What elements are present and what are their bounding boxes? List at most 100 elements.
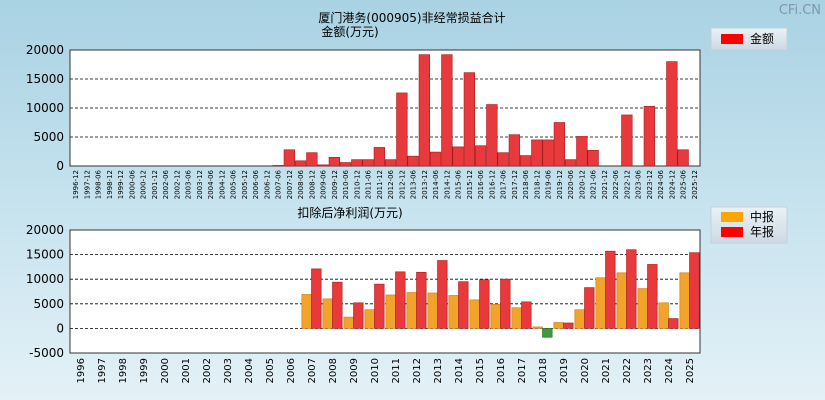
chart-1-bar <box>474 145 487 167</box>
chart-1-x-tick-label: 2020-12 <box>578 170 586 199</box>
chart-1-x-tick-label: 2017-06 <box>500 169 508 199</box>
chart-1-x-tick-label: 2006-12 <box>263 170 271 199</box>
chart-2-bar-annual <box>626 249 637 329</box>
chart-1-legend-box <box>710 27 788 51</box>
chart-2-bar-annual <box>521 301 532 329</box>
chart-2-x-tick-label: 2014 <box>454 358 465 383</box>
chart-2-bar-interim <box>469 299 480 329</box>
chart-1-x-tick-label: 2018-06 <box>522 169 530 199</box>
chart-2-bar-annual <box>395 271 406 329</box>
chart-2-x-tick-label: 2005 <box>265 358 276 383</box>
chart-1-x-tick-label: 2017-12 <box>511 170 519 199</box>
chart-1-y-tick-label: 15000 <box>26 72 64 86</box>
chart-1-y-tick-label: 5000 <box>33 130 64 144</box>
chart-1-x-tick-label: 2013-12 <box>421 170 429 199</box>
chart-1-bar <box>564 159 577 167</box>
chart-2-bar-interim <box>574 309 585 329</box>
chart-2-x-tick-label: 1999 <box>139 358 150 383</box>
chart-1-x-tick-label: 2007-12 <box>286 170 294 199</box>
chart-2-x-tick-label: 2019 <box>559 358 570 383</box>
chart-1-y-axis: 0 5000 10000 15000 20000 <box>26 43 64 173</box>
chart-1-bar <box>418 54 431 167</box>
chart-2-bar-annual <box>353 302 364 329</box>
chart-2-x-tick-label: 2025 <box>685 358 696 383</box>
chart-2-x-tick-label: 1998 <box>118 358 129 383</box>
chart-2-bar-interim <box>595 277 606 329</box>
chart-2-bar-interim <box>301 294 312 329</box>
chart-2-bars <box>301 249 700 338</box>
chart-1-x-tick-label: 2015-06 <box>455 169 463 199</box>
chart-1-bar <box>362 159 374 167</box>
chart-1-x-tick-label: 2010-12 <box>353 170 361 199</box>
chart-1-bar <box>272 165 284 167</box>
chart-2-x-tick-label: 2015 <box>475 358 486 383</box>
chart-1-x-tick-label: 2011-12 <box>376 170 384 199</box>
chart-1-x-tick-label: 2023-06 <box>635 169 643 199</box>
chart-2-bar-annual <box>311 268 322 329</box>
chart-1-x-tick-label: 2024-12 <box>668 170 676 199</box>
chart-1-x-tick-label: 2020-06 <box>567 169 575 199</box>
chart-1-x-tick-label: 2025-06 <box>680 169 688 199</box>
chart-1-x-tick-label: 2016-06 <box>477 169 485 199</box>
chart-1-x-tick-label: 2007-06 <box>275 169 283 199</box>
chart-1-y-tick-label: 10000 <box>26 101 64 115</box>
chart-1-x-tick-label: 2009-12 <box>331 170 339 199</box>
chart-1-x-tick-label: 2002-06 <box>162 169 170 199</box>
chart-2-gridlines <box>70 254 700 329</box>
chart-1-x-tick-label: 2019-06 <box>545 169 553 199</box>
chart-1-bar <box>542 139 554 167</box>
chart-1-x-tick-label: 2021-06 <box>590 169 598 199</box>
chart-2-bar-interim <box>511 307 522 329</box>
chart-1-x-tick-label: 2022-12 <box>623 170 631 199</box>
chart-1-bar <box>621 114 633 167</box>
chart-2-x-axis: 1996 1997 1998 1999 2000 2001 2002 2003 2004 2005… <box>76 358 696 383</box>
chart-1-x-tick-label: 2018-12 <box>533 170 541 199</box>
chart-2-x-tick-label: 2003 <box>223 358 234 383</box>
chart-1-bar <box>531 139 543 167</box>
chart-1-x-tick-label: 2004-12 <box>218 170 226 199</box>
watermark: CFi.CN <box>779 3 821 18</box>
chart-2-x-tick-label: 2020 <box>580 358 591 383</box>
chart-2-legend-swatch-1 <box>721 227 743 237</box>
chart-2-x-tick-label: 2021 <box>601 358 612 383</box>
chart-1-bar <box>373 147 386 167</box>
chart-2-bar-interim <box>406 292 417 329</box>
chart-1-x-tick-label: 2004-06 <box>207 169 215 199</box>
chart-2-x-tick-label: 2008 <box>328 358 339 383</box>
chart-1-x-tick-label: 2015-12 <box>466 170 474 199</box>
chart-2-bar-annual <box>416 272 427 329</box>
chart-1-bar <box>452 146 464 167</box>
chart-2-bar-interim <box>448 295 459 329</box>
chart-2-bar-interim <box>553 322 564 329</box>
chart-2-bar-annual <box>458 281 469 329</box>
chart-2: 扣除后净利润(万元) 中报 年报 -5000 0 5000 10000 15000 200… <box>26 205 788 383</box>
chart-2-x-tick-label: 2009 <box>349 358 360 383</box>
chart-2-x-tick-label: 2010 <box>370 358 381 383</box>
chart-1-bar <box>429 151 442 167</box>
chart-1-bar <box>553 122 566 167</box>
chart-1-bar <box>643 105 656 167</box>
chart-1-x-tick-label: 2014-06 <box>432 169 440 199</box>
chart-2-x-tick-label: 2001 <box>181 358 192 383</box>
chart-1-x-tick-label: 2006-06 <box>252 169 260 199</box>
chart-1-x-tick-label: 2003-06 <box>185 169 193 199</box>
chart-1-legend-label-0: 金额 <box>750 31 774 46</box>
chart-2-legend-label-1: 年报 <box>750 224 774 239</box>
chart-2-bar-annual <box>647 264 658 329</box>
chart-1-bar <box>576 136 588 167</box>
chart-2-y-tick-label: 10000 <box>26 272 64 286</box>
chart-2-y-tick-label: 0 <box>56 321 64 335</box>
chart-1-bar <box>497 152 509 167</box>
chart-1-x-tick-label: 2012-12 <box>398 170 406 199</box>
chart-1-bar <box>486 104 498 167</box>
chart-2-bar-annual <box>689 252 700 329</box>
chart-2-bar-interim <box>679 272 690 329</box>
chart-2-bar-interim <box>658 302 669 329</box>
chart-1-bar <box>306 152 318 167</box>
chart-1-x-tick-label: 2008-06 <box>297 169 305 199</box>
chart-1-bar <box>441 54 453 167</box>
chart-2-y-tick-label: -5000 <box>29 346 64 360</box>
chart-2-x-tick-label: 2017 <box>517 358 528 383</box>
chart-1-x-tick-label: 2011-06 <box>365 169 373 199</box>
